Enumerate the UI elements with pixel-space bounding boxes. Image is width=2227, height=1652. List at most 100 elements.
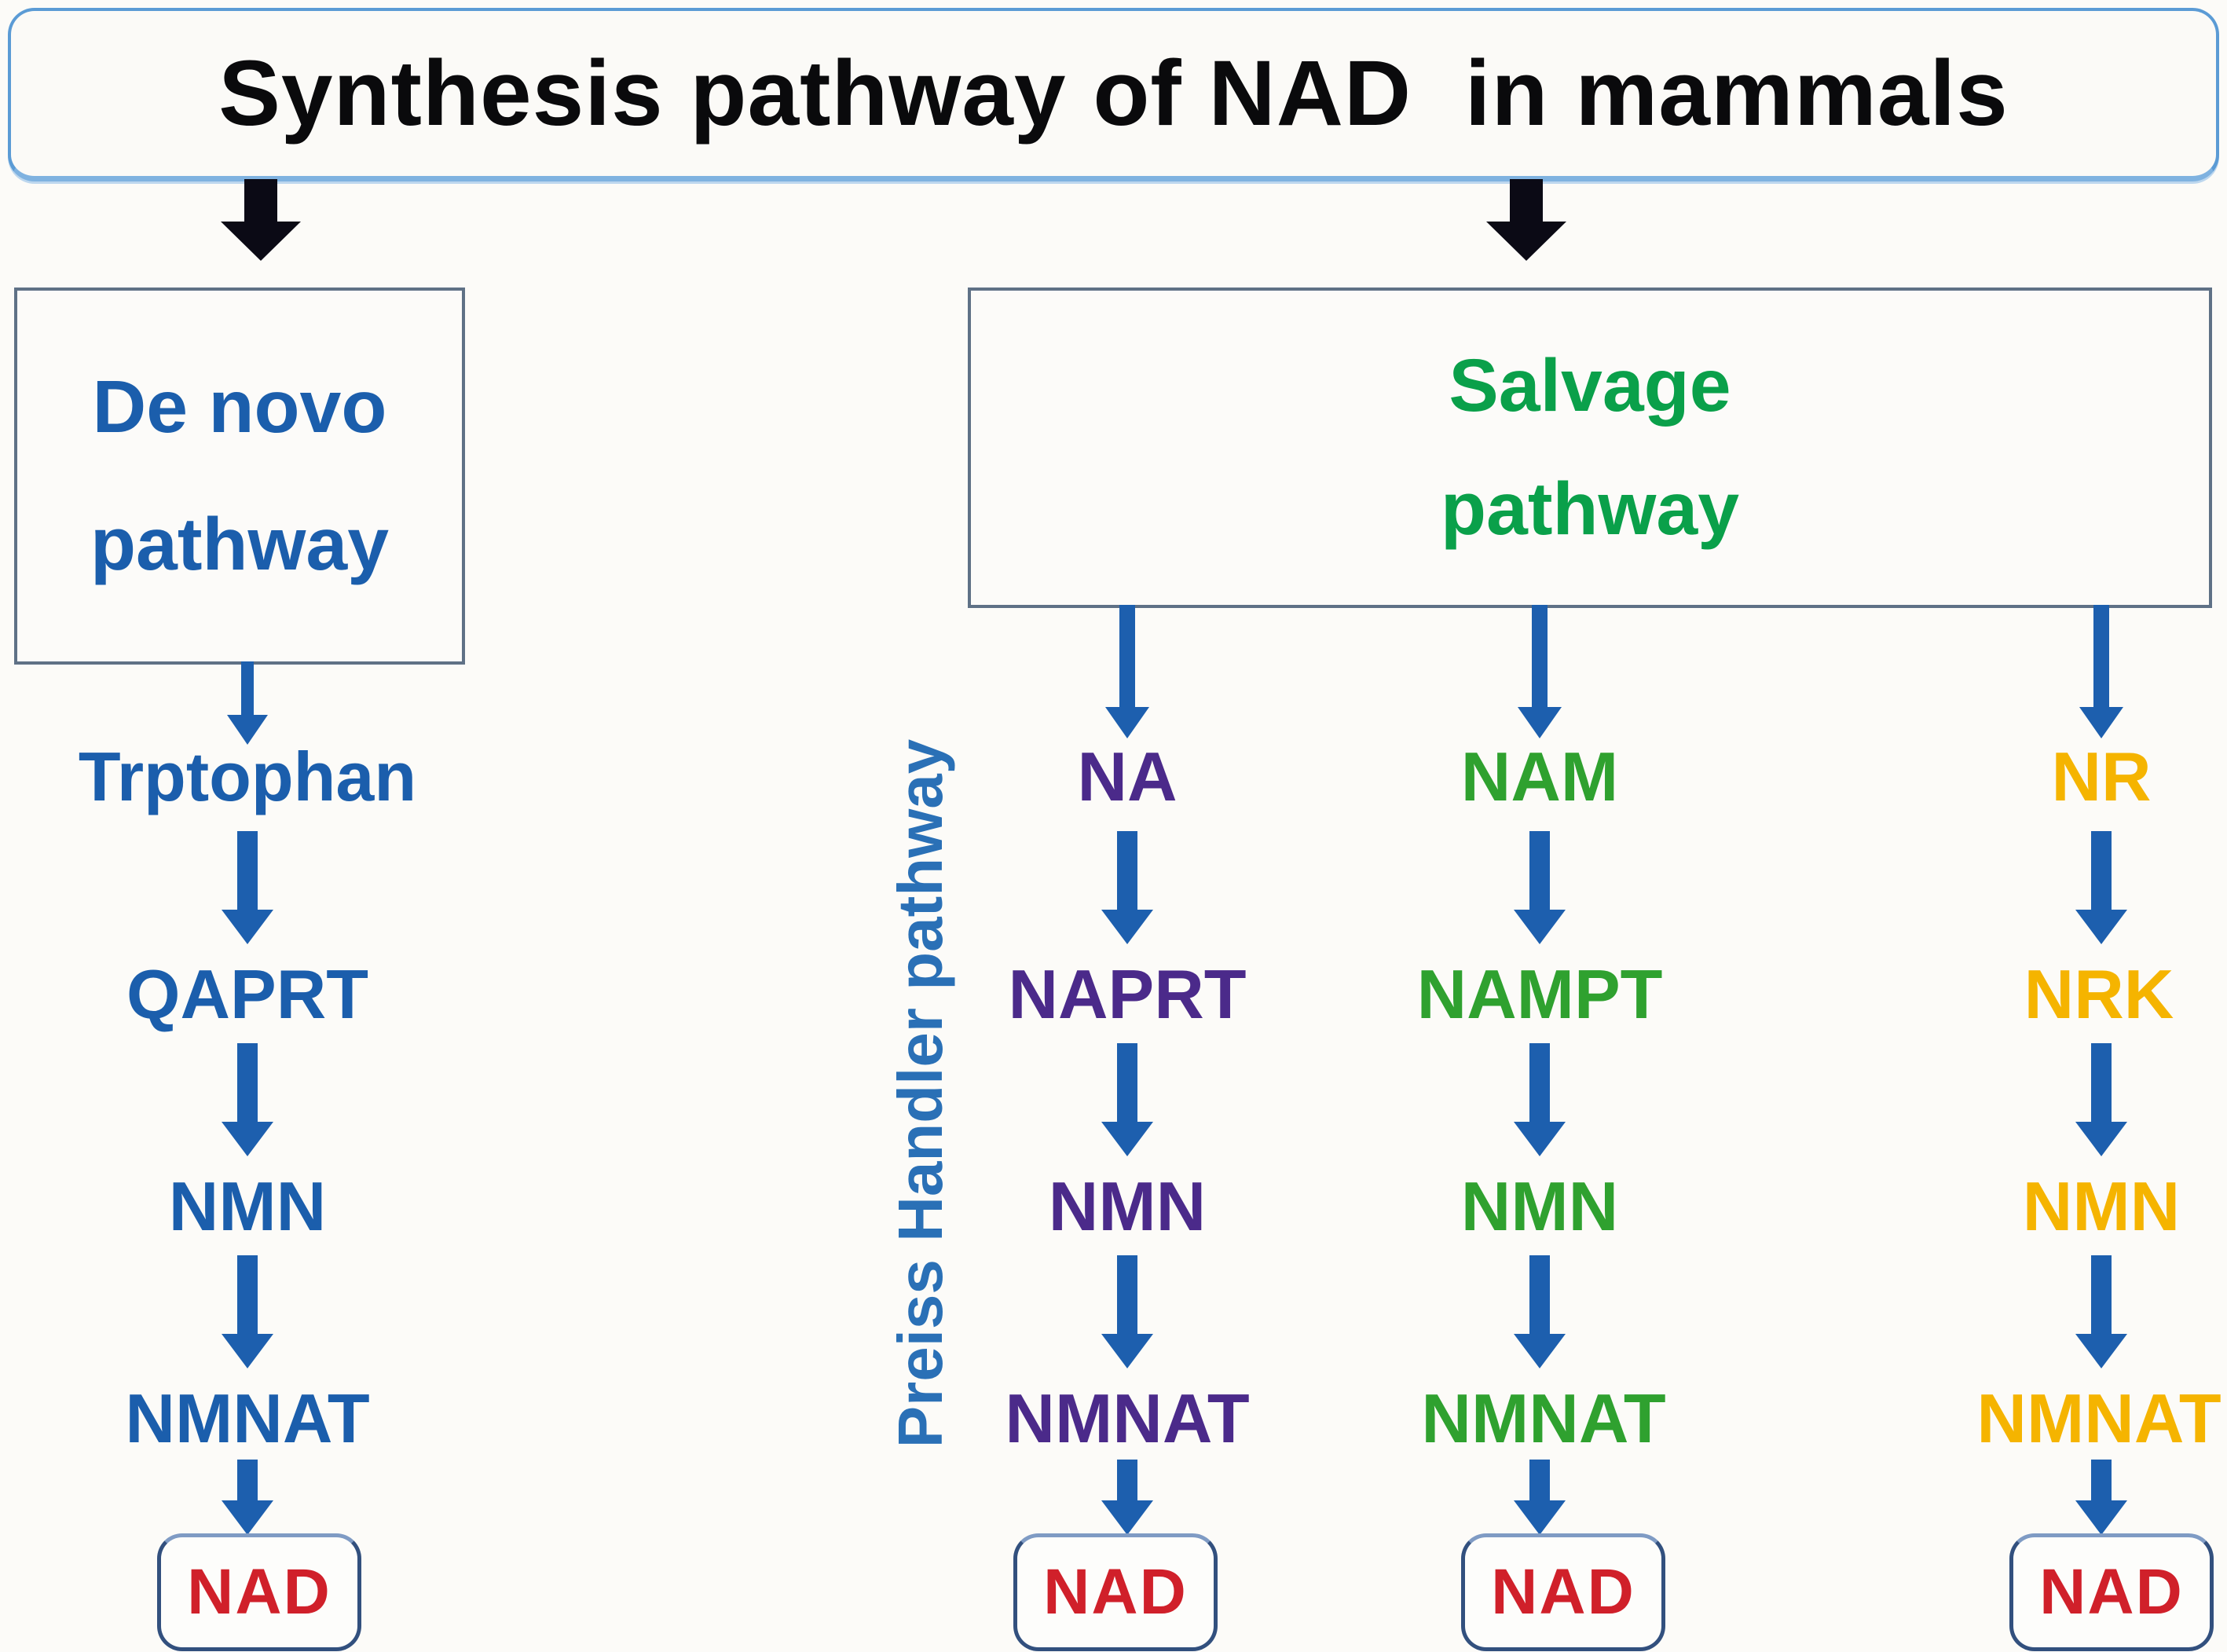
node-naprt: NAPRT: [1008, 955, 1247, 1033]
salvage-label-line1: Salvage: [1449, 344, 1731, 427]
node-qaprt: QAPRT: [126, 955, 368, 1033]
down-arrow-icon: [1514, 831, 1566, 944]
arrow-shaft: [1117, 831, 1137, 910]
black-down-arrow-icon: [1486, 179, 1566, 261]
down-arrow-icon: [1105, 605, 1149, 738]
nad-label: NAD: [187, 1556, 331, 1628]
arrow-head: [2075, 1500, 2127, 1535]
arrow-shaft: [237, 831, 258, 910]
down-arrow-icon: [1514, 1255, 1566, 1368]
arrow-shaft: [1529, 1460, 1550, 1500]
black-down-arrow-icon: [221, 179, 301, 261]
node-nrk: NRK: [2024, 955, 2174, 1033]
nad-label: NAD: [1491, 1556, 1635, 1628]
arrow-shaft: [1119, 605, 1135, 707]
node-nmn: NMN: [168, 1167, 327, 1245]
down-arrow-icon: [227, 661, 268, 745]
salvage-label-line2: pathway: [1440, 467, 1740, 551]
nad-label: NAD: [1043, 1556, 1188, 1628]
down-arrow-icon: [2079, 605, 2123, 738]
node-nam: NAM: [1460, 738, 1619, 815]
arrow-shaft: [237, 1043, 258, 1122]
arrow-head: [1101, 1122, 1153, 1156]
arrow-shaft: [1532, 605, 1548, 707]
title-text: Synthesis pathway of NAD in mammals: [218, 42, 2009, 145]
nad-box-preiss-handler: NAD: [1013, 1533, 1218, 1651]
down-arrow-icon: [1101, 1460, 1153, 1535]
arrow-head: [1518, 707, 1562, 738]
down-arrow-icon: [1101, 1255, 1153, 1368]
down-arrow-icon: [2075, 1043, 2127, 1156]
down-arrow-icon: [1514, 1460, 1566, 1535]
arrow-head: [1514, 1334, 1566, 1368]
node-nmn: NMN: [1460, 1167, 1619, 1245]
node-nmnat: NMNAT: [1421, 1379, 1666, 1457]
down-arrow-icon: [222, 831, 273, 944]
down-arrow-icon: [222, 1255, 273, 1368]
arrow-head: [222, 1122, 273, 1156]
node-nr: NR: [2051, 738, 2152, 815]
arrow-shaft: [2091, 1255, 2112, 1334]
arrow-shaft: [1117, 1043, 1137, 1122]
arrow-head: [1514, 1122, 1566, 1156]
node-nmnat: NMNAT: [125, 1379, 370, 1457]
down-arrow-icon: [1101, 831, 1153, 944]
arrow-head: [222, 910, 273, 944]
arrow-shaft: [237, 1255, 258, 1334]
arrow-head: [1101, 910, 1153, 944]
black-arrow-shaft: [1510, 179, 1543, 222]
arrow-shaft: [1117, 1460, 1137, 1500]
down-arrow-icon: [222, 1460, 273, 1535]
arrow-shaft: [1529, 1043, 1550, 1122]
salvage-pathway-box: Salvage pathway: [968, 288, 2212, 608]
arrow-head: [2075, 1334, 2127, 1368]
nad-box-nam-salvage: NAD: [1461, 1533, 1665, 1651]
black-arrow-shaft: [244, 179, 277, 222]
arrow-head: [222, 1334, 273, 1368]
arrow-head: [2075, 910, 2127, 944]
title-box: Synthesis pathway of NAD in mammals: [8, 8, 2219, 181]
arrow-shaft: [2091, 1043, 2112, 1122]
arrow-shaft: [1117, 1255, 1137, 1334]
node-nmnat: NMNAT: [1005, 1379, 1250, 1457]
node-nmnat: NMNAT: [1976, 1379, 2222, 1457]
arrow-head: [1105, 707, 1149, 738]
black-arrow-head: [221, 222, 301, 261]
arrow-shaft: [241, 661, 254, 715]
arrow-head: [2075, 1122, 2127, 1156]
arrow-shaft: [1529, 1255, 1550, 1334]
de-novo-label-line2: pathway: [90, 503, 390, 586]
down-arrow-icon: [2075, 1255, 2127, 1368]
down-arrow-icon: [2075, 1460, 2127, 1535]
arrow-head: [1101, 1334, 1153, 1368]
arrow-shaft: [237, 1460, 258, 1500]
arrow-head: [1514, 910, 1566, 944]
down-arrow-icon: [2075, 831, 2127, 944]
down-arrow-icon: [1101, 1043, 1153, 1156]
node-nmn: NMN: [1048, 1167, 1207, 1245]
preiss-handler-pathway-label: Preiss Handler pathway: [885, 738, 955, 1449]
node-nampt: NAMPT: [1416, 955, 1663, 1033]
arrow-shaft: [2091, 1460, 2112, 1500]
arrow-head: [1101, 1500, 1153, 1535]
arrow-shaft: [2091, 831, 2112, 910]
node-na: NA: [1077, 738, 1178, 815]
nad-label: NAD: [2039, 1556, 2184, 1628]
arrow-shaft: [2093, 605, 2109, 707]
down-arrow-icon: [1518, 605, 1562, 738]
node-trptophan: Trptophan: [78, 738, 417, 815]
arrow-shaft: [1529, 831, 1550, 910]
arrow-head: [1514, 1500, 1566, 1535]
black-arrow-head: [1486, 222, 1566, 261]
node-nmn: NMN: [2022, 1167, 2181, 1245]
arrow-head: [227, 715, 268, 745]
de-novo-pathway-box: De novo pathway: [14, 288, 465, 665]
nad-box-de-novo: NAD: [157, 1533, 361, 1651]
arrow-head: [222, 1500, 273, 1535]
nad-box-nr-salvage: NAD: [2009, 1533, 2214, 1651]
de-novo-label-line1: De novo: [92, 365, 387, 449]
down-arrow-icon: [222, 1043, 273, 1156]
arrow-head: [2079, 707, 2123, 738]
down-arrow-icon: [1514, 1043, 1566, 1156]
